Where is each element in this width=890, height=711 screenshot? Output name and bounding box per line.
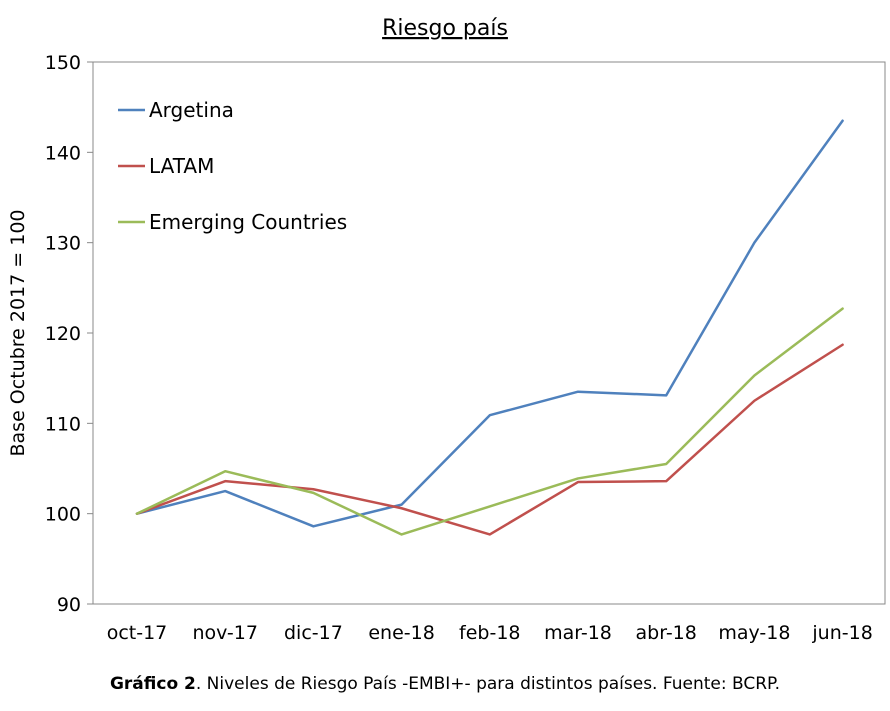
plot-area xyxy=(92,61,886,605)
chart-title: Riesgo país xyxy=(382,16,508,41)
legend: Argetina LATAM Emerging Countries xyxy=(118,98,347,234)
x-tick-label: nov-17 xyxy=(192,622,257,644)
caption-figure-number: Gráfico 2 xyxy=(109,674,196,694)
figure-caption: Gráfico 2. Niveles de Riesgo País -EMBI+… xyxy=(0,674,890,694)
x-tick-label: dic-17 xyxy=(284,622,343,644)
legend-label-2: LATAM xyxy=(149,154,214,178)
y-axis-label: Base Octubre 2017 = 100 xyxy=(7,210,29,457)
series-lines xyxy=(135,119,844,536)
y-tick-label: 130 xyxy=(45,233,81,255)
y-tick-label: 140 xyxy=(45,142,81,164)
x-tick-label: jun-18 xyxy=(811,622,872,644)
y-tick-label: 150 xyxy=(45,52,81,74)
series-line-2 xyxy=(135,343,844,536)
y-tick-label: 110 xyxy=(45,413,81,435)
y-tick-label: 120 xyxy=(45,323,81,345)
caption-text: . Niveles de Riesgo País -EMBI+- para di… xyxy=(195,674,781,694)
x-axis: oct-17 nov-17 dic-17 ene-18 feb-18 mar-18 abr-… xyxy=(107,622,873,644)
x-tick-label: oct-17 xyxy=(107,622,168,644)
x-tick-label: feb-18 xyxy=(459,622,520,644)
x-tick-label: may-18 xyxy=(718,622,790,644)
x-tick-label: mar-18 xyxy=(544,622,612,644)
y-axis: 90 100 110 120 130 140 150 xyxy=(45,52,93,616)
series-line-3 xyxy=(135,307,844,536)
legend-label-3: Emerging Countries xyxy=(149,210,347,234)
x-tick-label: ene-18 xyxy=(368,622,434,644)
y-tick-label: 100 xyxy=(45,504,81,526)
series-line-1 xyxy=(135,119,844,528)
legend-label-1: Argetina xyxy=(149,98,234,122)
chart: Riesgo país Base Octubre 2017 = 100 90 10… xyxy=(7,16,886,644)
y-tick-label: 90 xyxy=(57,594,81,616)
x-tick-label: abr-18 xyxy=(636,622,697,644)
